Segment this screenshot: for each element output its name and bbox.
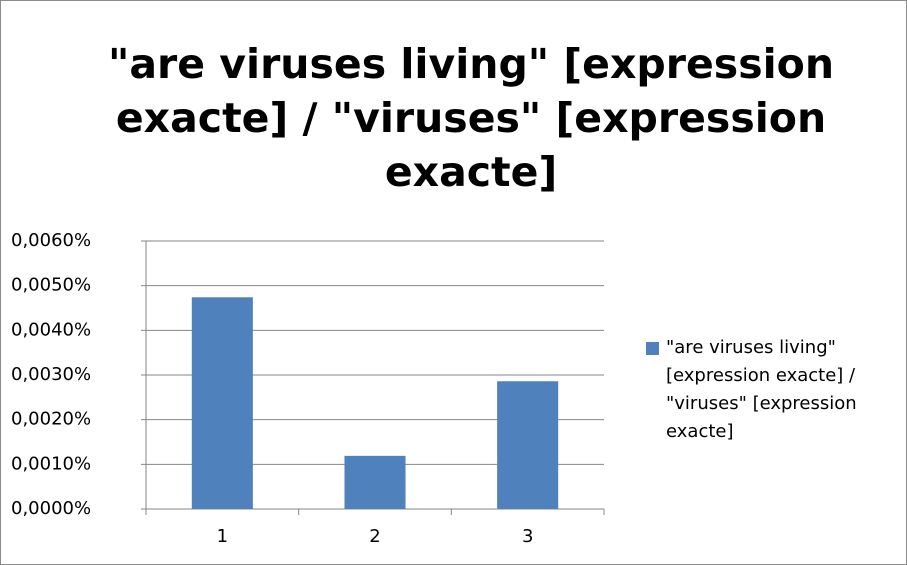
y-tick-label: 0,0000%: [11, 498, 91, 519]
bar: [191, 297, 253, 509]
chart-title: "are viruses living" [expression exacte]…: [107, 40, 835, 196]
x-tick-label: 3: [522, 526, 533, 547]
legend-swatch: [646, 342, 659, 355]
y-tick-label: 0,0020%: [11, 409, 91, 430]
y-tick-label: 0,0010%: [11, 453, 91, 474]
x-tick-label: 1: [217, 526, 228, 547]
y-tick-label: 0,0030%: [11, 364, 91, 385]
y-tick-label: 0,0060%: [11, 230, 91, 251]
bar: [344, 455, 406, 509]
legend: "are viruses living" [expression exacte]…: [646, 334, 896, 446]
bar: [497, 381, 559, 509]
legend-label: "are viruses living" [expression exacte]…: [666, 337, 857, 442]
y-tick-label: 0,0050%: [11, 275, 91, 296]
y-tick-label: 0,0040%: [11, 319, 91, 340]
x-tick-label: 2: [369, 526, 380, 547]
